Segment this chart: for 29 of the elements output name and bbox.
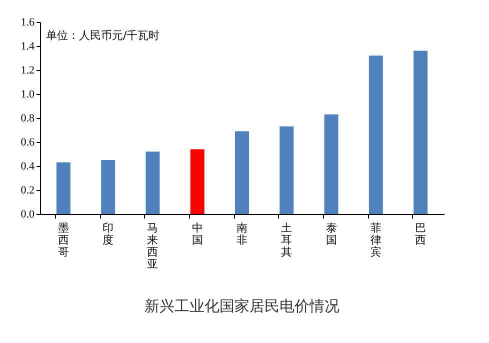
bar bbox=[190, 149, 204, 214]
x-tick-label: 印度 bbox=[102, 222, 114, 246]
x-tick-label: 马来西亚 bbox=[147, 222, 158, 270]
bar bbox=[414, 50, 428, 214]
bar bbox=[101, 160, 116, 214]
bar bbox=[146, 152, 160, 214]
y-tick-label: 0.8 bbox=[20, 112, 35, 124]
x-tick-label: 巴西 bbox=[415, 222, 426, 246]
x-tick-label: 泰国 bbox=[326, 222, 337, 246]
annotation: 单位：人民币元/千瓦时 bbox=[46, 29, 160, 42]
y-tick-label: 0.6 bbox=[20, 136, 35, 148]
y-tick-label: 1.4 bbox=[20, 40, 35, 52]
y-tick-label: 0.4 bbox=[20, 160, 35, 172]
x-tick-label: 菲律宾 bbox=[370, 222, 382, 258]
y-tick-label: 0.0 bbox=[20, 208, 35, 220]
y-tick-label: 1.0 bbox=[20, 88, 35, 100]
y-tick-label: 1.6 bbox=[20, 16, 35, 28]
text: 新兴工业化国家居民电价情况 bbox=[144, 297, 340, 315]
bar bbox=[235, 131, 249, 214]
bar bbox=[56, 162, 70, 214]
x-tick-label: 南非 bbox=[236, 222, 248, 246]
y-tick-label: 0.2 bbox=[20, 184, 34, 196]
x-tick-label: 中国 bbox=[192, 222, 203, 246]
x-tick-label: 土耳其 bbox=[281, 222, 292, 258]
x-tick-label: 墨西哥 bbox=[58, 222, 69, 258]
bar bbox=[368, 56, 383, 214]
y-tick-label: 1.2 bbox=[20, 64, 34, 76]
bar bbox=[324, 114, 338, 214]
bar bbox=[280, 126, 294, 214]
